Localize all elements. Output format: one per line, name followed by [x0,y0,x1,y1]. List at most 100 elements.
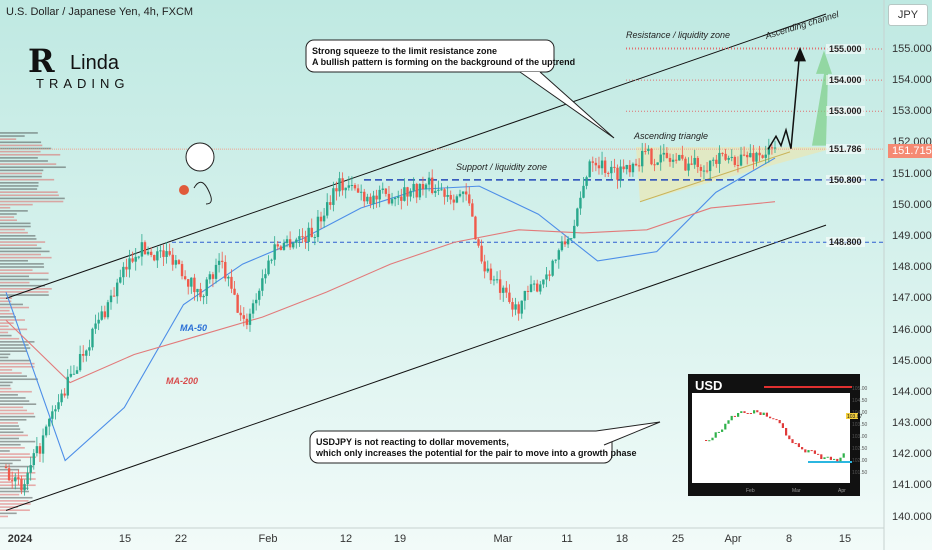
inset-candle [810,450,813,452]
profile-bar [0,384,11,387]
candle-body [437,189,440,191]
inset-candle [756,410,759,413]
profile-bar [0,256,52,259]
logo-subtext: TRADING [36,76,130,91]
profile-bar [0,166,66,169]
candle-body [539,284,542,292]
profile-bar [0,341,35,343]
inset-candle [708,440,711,442]
level-label: 154.000 [826,75,865,86]
profile-bar [0,210,28,212]
profile-bar [0,406,24,409]
candle-body [400,196,403,201]
candle-body [650,148,653,165]
profile-bar [0,325,9,328]
profile-bar [0,306,30,309]
inset-candle [772,418,775,420]
candle-body [159,250,162,252]
profile-bar [0,394,18,396]
candle-body [236,294,239,313]
callout-top: Strong squeeze to the limit resistance z… [312,46,575,68]
candle-body [486,268,489,272]
candle-body [359,191,363,193]
profile-bar [0,450,10,452]
profile-bar [0,172,43,175]
candle-body [749,153,752,158]
candle-body [594,162,598,166]
level-label: 155.000 [826,43,865,54]
level-lines [0,47,884,243]
profile-bar [0,378,38,381]
candle-body [91,328,94,348]
inset-candle [753,410,756,414]
candle-body [307,227,310,243]
candle-body [505,287,508,293]
candle-body [588,161,591,178]
candle-body [647,148,650,151]
profile-bar [0,191,58,193]
inset-candle [762,412,765,415]
candle-body [628,164,632,173]
candle-body [403,187,406,201]
inset-candle [794,443,797,445]
candle-body [273,244,276,260]
candle-body [659,154,662,163]
profile-bar [0,484,36,487]
callout-top-box [305,39,555,73]
candle-body [208,274,212,280]
candle-body [332,188,335,205]
candle-body [752,153,755,162]
candle-body [480,245,483,262]
inset-month-label: Mar [792,488,801,494]
x-tick-label: 12 [339,533,353,545]
level-label: 150.800 [826,174,865,185]
inset-month-label: Apr [838,488,846,494]
profile-bar [0,250,50,253]
inset-candle [737,413,740,417]
profile-bar [0,185,39,187]
candle-body [554,259,557,261]
candle-body [603,160,607,173]
candle-body [653,164,656,166]
profile-bar [0,418,27,421]
profile-bar [0,453,30,455]
profile-bar [0,400,30,402]
inset-price-label: 104.00 [852,410,868,416]
inset-candle [833,458,836,460]
candle-body [199,288,202,298]
candle-body [131,258,134,262]
candle-body [75,370,79,374]
candle-body [758,152,761,156]
projection-line [767,48,801,150]
candle-body [267,260,270,275]
moving-averages [5,157,776,462]
inset-candle [804,449,807,453]
profile-bar [0,375,27,377]
logo-text: Linda [70,52,119,74]
axes [0,0,885,550]
projection-path [767,46,832,150]
currency-button[interactable]: JPY [888,4,928,26]
candle-body [517,304,520,314]
candle-body [681,154,684,159]
callout-bottom-line1: USDJPY is not reacting to dollar movemen… [316,437,509,447]
candle-body [254,299,258,304]
profile-bar [0,153,61,156]
inset-candle [775,419,778,421]
candle-body [168,251,171,255]
candle-body [295,239,298,243]
candle-body [742,154,746,156]
profile-bar [0,481,12,483]
profile-bar [0,272,49,275]
candle-body [730,156,733,158]
profile-bar [0,456,37,459]
candle-body [88,347,91,351]
candle-body [520,300,523,314]
candle-body [227,276,230,279]
inset-candle [740,411,743,414]
ma200-label: MA-200 [166,376,199,386]
candle-body [7,468,11,481]
inset-panel [692,393,850,483]
candle-body [406,187,409,197]
